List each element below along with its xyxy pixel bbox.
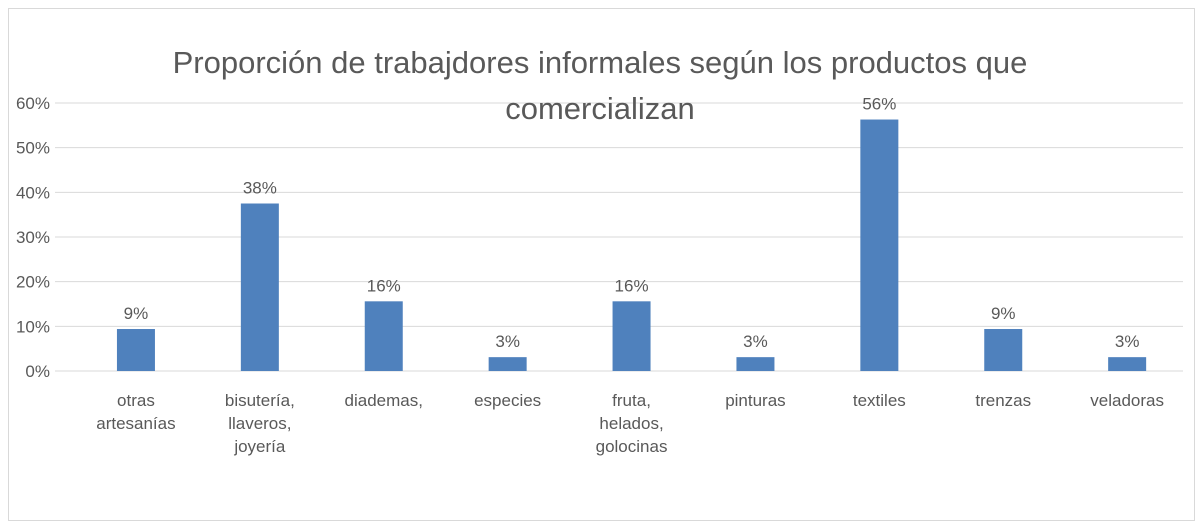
bar xyxy=(612,301,651,371)
bar xyxy=(116,329,155,371)
x-tick-label: textiles xyxy=(852,391,906,410)
data-label: 9% xyxy=(124,304,149,323)
chart-border xyxy=(8,8,1195,521)
bar xyxy=(364,301,403,371)
data-label: 9% xyxy=(991,304,1016,323)
chart-title: Proporción de trabajdores informales seg… xyxy=(172,45,1028,126)
data-label: 38% xyxy=(243,179,277,198)
bar xyxy=(984,329,1023,371)
bar xyxy=(488,357,527,371)
y-tick-label: 50% xyxy=(16,139,50,158)
data-label: 3% xyxy=(743,332,768,351)
y-tick-label: 20% xyxy=(16,273,50,292)
bar xyxy=(240,203,279,371)
y-tick-label: 40% xyxy=(16,183,50,202)
x-tick-label: otras artesanías xyxy=(96,391,176,433)
y-tick-label: 30% xyxy=(16,228,50,247)
data-label: 56% xyxy=(862,95,896,114)
bar xyxy=(736,357,775,371)
y-tick-label: 10% xyxy=(16,317,50,336)
data-label: 16% xyxy=(367,276,401,295)
x-tick-label: bisutería, llaveros, joyería xyxy=(224,391,295,456)
data-label: 16% xyxy=(615,276,649,295)
data-label: 3% xyxy=(495,332,520,351)
x-tick-label: veladoras xyxy=(1090,391,1164,410)
y-tick-label: 60% xyxy=(16,94,50,113)
data-label: 3% xyxy=(1115,332,1140,351)
x-tick-label: fruta, helados, golocinas xyxy=(595,391,668,456)
bar xyxy=(1108,357,1147,371)
x-tick-label: pinturas xyxy=(725,391,786,410)
x-tick-label: diademas, xyxy=(344,391,423,410)
x-tick-label: especies xyxy=(474,391,542,410)
bar xyxy=(860,119,899,371)
x-tick-label: trenzas xyxy=(975,391,1032,410)
y-tick-label: 0% xyxy=(25,362,50,381)
